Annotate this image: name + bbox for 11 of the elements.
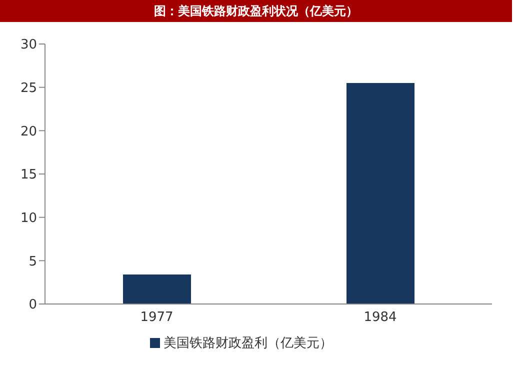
y-tick-label: 10 <box>20 210 37 226</box>
y-tick-label: 0 <box>28 298 37 313</box>
x-tick-label: 1984 <box>364 310 397 326</box>
y-tick-label: 20 <box>20 124 37 140</box>
y-tick-label: 30 <box>20 38 37 53</box>
y-tick-label: 5 <box>28 254 37 270</box>
legend-label: 美国铁路财政盈利（亿美元） <box>164 336 332 351</box>
y-tick-label: 25 <box>20 80 37 96</box>
x-tick-label: 1977 <box>140 310 174 326</box>
chart-title: 图：美国铁路财政盈利状况（亿美元） <box>0 0 512 22</box>
y-tick-label: 15 <box>20 168 37 183</box>
